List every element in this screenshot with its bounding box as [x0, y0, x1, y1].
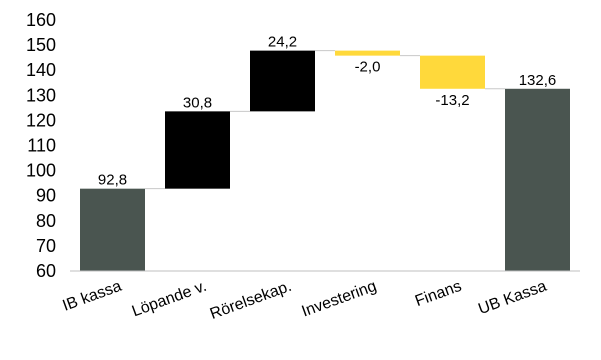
connector-lines — [145, 50, 505, 190]
y-tick-label: 120 — [26, 110, 56, 130]
category-label: Finans — [413, 278, 464, 310]
data-labels: 92,8 30,8 24,2 -2,0 -13,2 132,6 — [98, 34, 556, 189]
bar — [80, 188, 145, 271]
y-axis-ticks: 60 70 80 90 100 110 120 130 140 150 160 — [26, 10, 56, 281]
y-tick-label: 110 — [27, 136, 56, 156]
data-label: 24,2 — [268, 34, 297, 51]
y-tick-label: 140 — [26, 60, 56, 80]
data-label: 132,6 — [519, 72, 557, 89]
data-label: 92,8 — [98, 172, 127, 189]
y-tick-label: 130 — [26, 85, 56, 105]
y-tick-label: 80 — [36, 211, 56, 231]
category-label: UB Kassa — [476, 278, 549, 318]
y-tick-label: 70 — [36, 236, 56, 256]
data-label: -2,0 — [355, 59, 381, 76]
category-label: Rörelsekap. — [208, 278, 294, 323]
y-tick-label: 100 — [26, 161, 56, 181]
category-labels: IB kassa Löpande v.Rörelsekap. Investering… — [60, 278, 549, 323]
bar — [250, 50, 315, 112]
y-tick-label: 160 — [26, 10, 56, 30]
category-label: Investering — [300, 278, 379, 321]
data-label: -13,2 — [435, 92, 469, 109]
category-label: IB kassa — [60, 278, 124, 315]
category-label: Löpande v. — [130, 278, 209, 321]
data-label: 30,8 — [183, 94, 212, 111]
bar — [420, 55, 485, 89]
bar — [505, 88, 570, 271]
bar — [335, 50, 400, 56]
y-tick-label: 90 — [36, 186, 56, 206]
bars — [80, 50, 570, 271]
y-tick-label: 150 — [26, 35, 56, 55]
bar — [165, 111, 230, 189]
y-tick-label: 60 — [36, 261, 56, 281]
